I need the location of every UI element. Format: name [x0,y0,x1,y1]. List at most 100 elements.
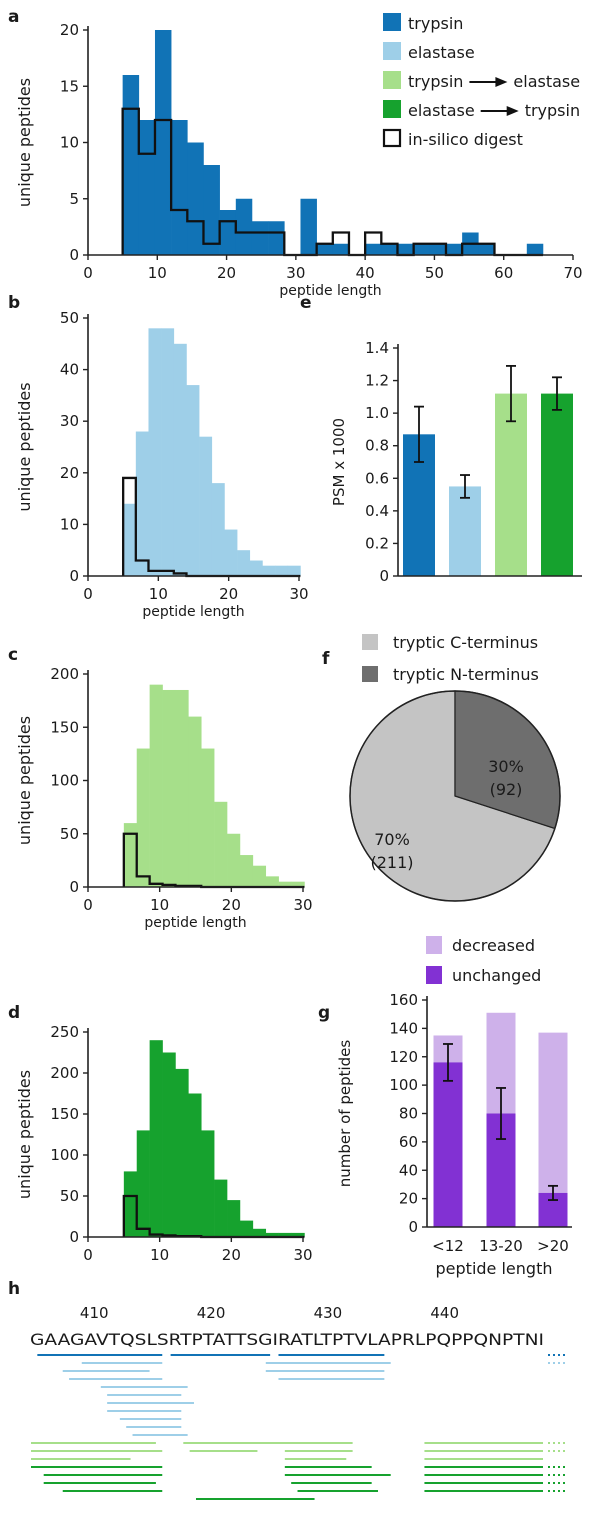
legend-label: elastase [408,101,475,120]
position-label: 420 [197,1304,226,1322]
hist-bar [188,716,202,887]
legend-swatch [426,966,442,984]
y-tick-label: 140 [389,1019,418,1037]
y-tick-label: 150 [50,718,79,736]
pie-label: 30% [488,757,524,776]
legend-swatch [383,13,401,31]
x-tick-label: 0 [83,264,93,282]
hist-bar [413,243,431,255]
legend-swatch [382,128,402,148]
x-tick-label: 30 [293,896,312,914]
hist-bar [252,865,267,887]
y-tick-label: 0.2 [365,534,389,552]
y-tick-label: 10 [60,515,79,533]
y-tick-label: 1.0 [365,404,389,422]
y-axis-label: PSM x 1000 [330,418,348,506]
x-tick-label: 30 [286,264,305,282]
x-tick-label: 10 [150,1246,169,1264]
y-tick-label: 50 [60,309,79,327]
hist-bar [252,1228,267,1237]
hist-bar [186,385,200,576]
hist-bar [478,243,495,255]
panel-label-c: c [8,645,18,665]
sequence-coverage-h: GAAGAVTQSLSRTPTATTSGIRATLTPTVLAPRLPQPPQN… [30,1304,565,1500]
hist-bar [227,1200,241,1237]
y-axis-label: unique peptides [15,1070,34,1199]
hist-bar [300,198,317,255]
hist-bar [278,881,292,887]
hist-bar [227,833,241,887]
legend-label: unchanged [452,966,541,985]
x-tick-label: 20 [217,264,236,282]
hist-bar [123,823,138,887]
hist-bar [239,1220,254,1237]
y-axis-label: number of peptides [336,1040,354,1188]
panel-label-d: d [8,1003,20,1023]
psm-bar [495,393,527,576]
panel-label-e: e [300,293,312,313]
hist-bar [278,1232,292,1237]
panel-label-h: h [8,1279,20,1299]
panel-label-g: g [318,1003,330,1023]
y-tick-label: 0.8 [365,437,389,455]
psm-bar [541,393,573,576]
y-tick-label: 40 [399,1161,418,1179]
hist-bar [136,1130,150,1237]
hist-bar [219,210,237,255]
hist-bar [148,328,162,576]
hist-bar [173,343,187,576]
y-tick-label: 50 [60,825,79,843]
x-tick-label: 60 [494,264,513,282]
chart-e: 0 0.2 0.4 0.6 0.8 1.0 1.2 1.4 PSM x 1000 [330,339,582,585]
x-tick-label: <12 [432,1237,464,1255]
y-tick-label: 200 [50,1064,79,1082]
hist-bar [265,876,279,887]
hist-bar [316,243,334,255]
pie-label: (92) [490,780,523,799]
psm-bar [449,486,481,576]
hist-bar [138,120,156,255]
hist-bar [214,801,228,887]
hist-bar [275,565,289,576]
pie-outline [349,690,561,902]
hist-bar [199,436,213,576]
x-axis-label: peptide length [142,604,244,620]
pie-label: (211) [370,853,413,872]
hist-bar [249,560,263,576]
legend-swatch [383,100,401,118]
hist-bar [123,503,137,576]
y-axis-label: unique peptides [15,78,34,207]
hist-bar [291,1232,305,1237]
y-tick-label: 120 [389,1048,418,1066]
legend-label: trypsin [408,14,463,33]
legend-label: tryptic C-terminus [393,633,538,652]
panel-label-a: a [8,7,19,27]
position-label: 430 [314,1304,343,1322]
y-tick-label: 1.4 [365,339,389,357]
hist-bar [381,243,398,255]
hist-bar [161,328,175,576]
unchanged-bar [433,1062,463,1227]
hist-bar [237,550,251,576]
y-tick-label: 5 [69,190,79,208]
x-tick-label: 10 [150,896,169,914]
y-tick-label: 0 [69,1228,79,1246]
chart-c: 0 50 100 150 200 0 10 20 30 peptide length unique … [15,665,313,931]
hist-bar [287,565,301,576]
x-tick-label: 70 [563,264,582,282]
hist-bar [332,243,350,255]
x-tick-label: 20 [222,896,241,914]
hist-bar [203,165,220,255]
chart-g: <12 13-20 >20 0 20 40 60 80 100 120 140 160 peptide … [336,936,572,1278]
y-tick-label: 30 [60,412,79,430]
hist-bar [365,243,382,255]
chart-d: 0 50 100 150 200 250 0 10 20 30 unique peptides [15,1023,313,1264]
hist-bar [201,748,215,887]
legend-label: in-silico digest [408,130,523,149]
hist-bar [154,30,172,255]
y-tick-label: 10 [60,134,79,152]
y-tick-label: 100 [389,1076,418,1094]
hist-bar [268,221,285,255]
y-axis-label: unique peptides [15,382,34,511]
hist-bar [149,684,163,887]
